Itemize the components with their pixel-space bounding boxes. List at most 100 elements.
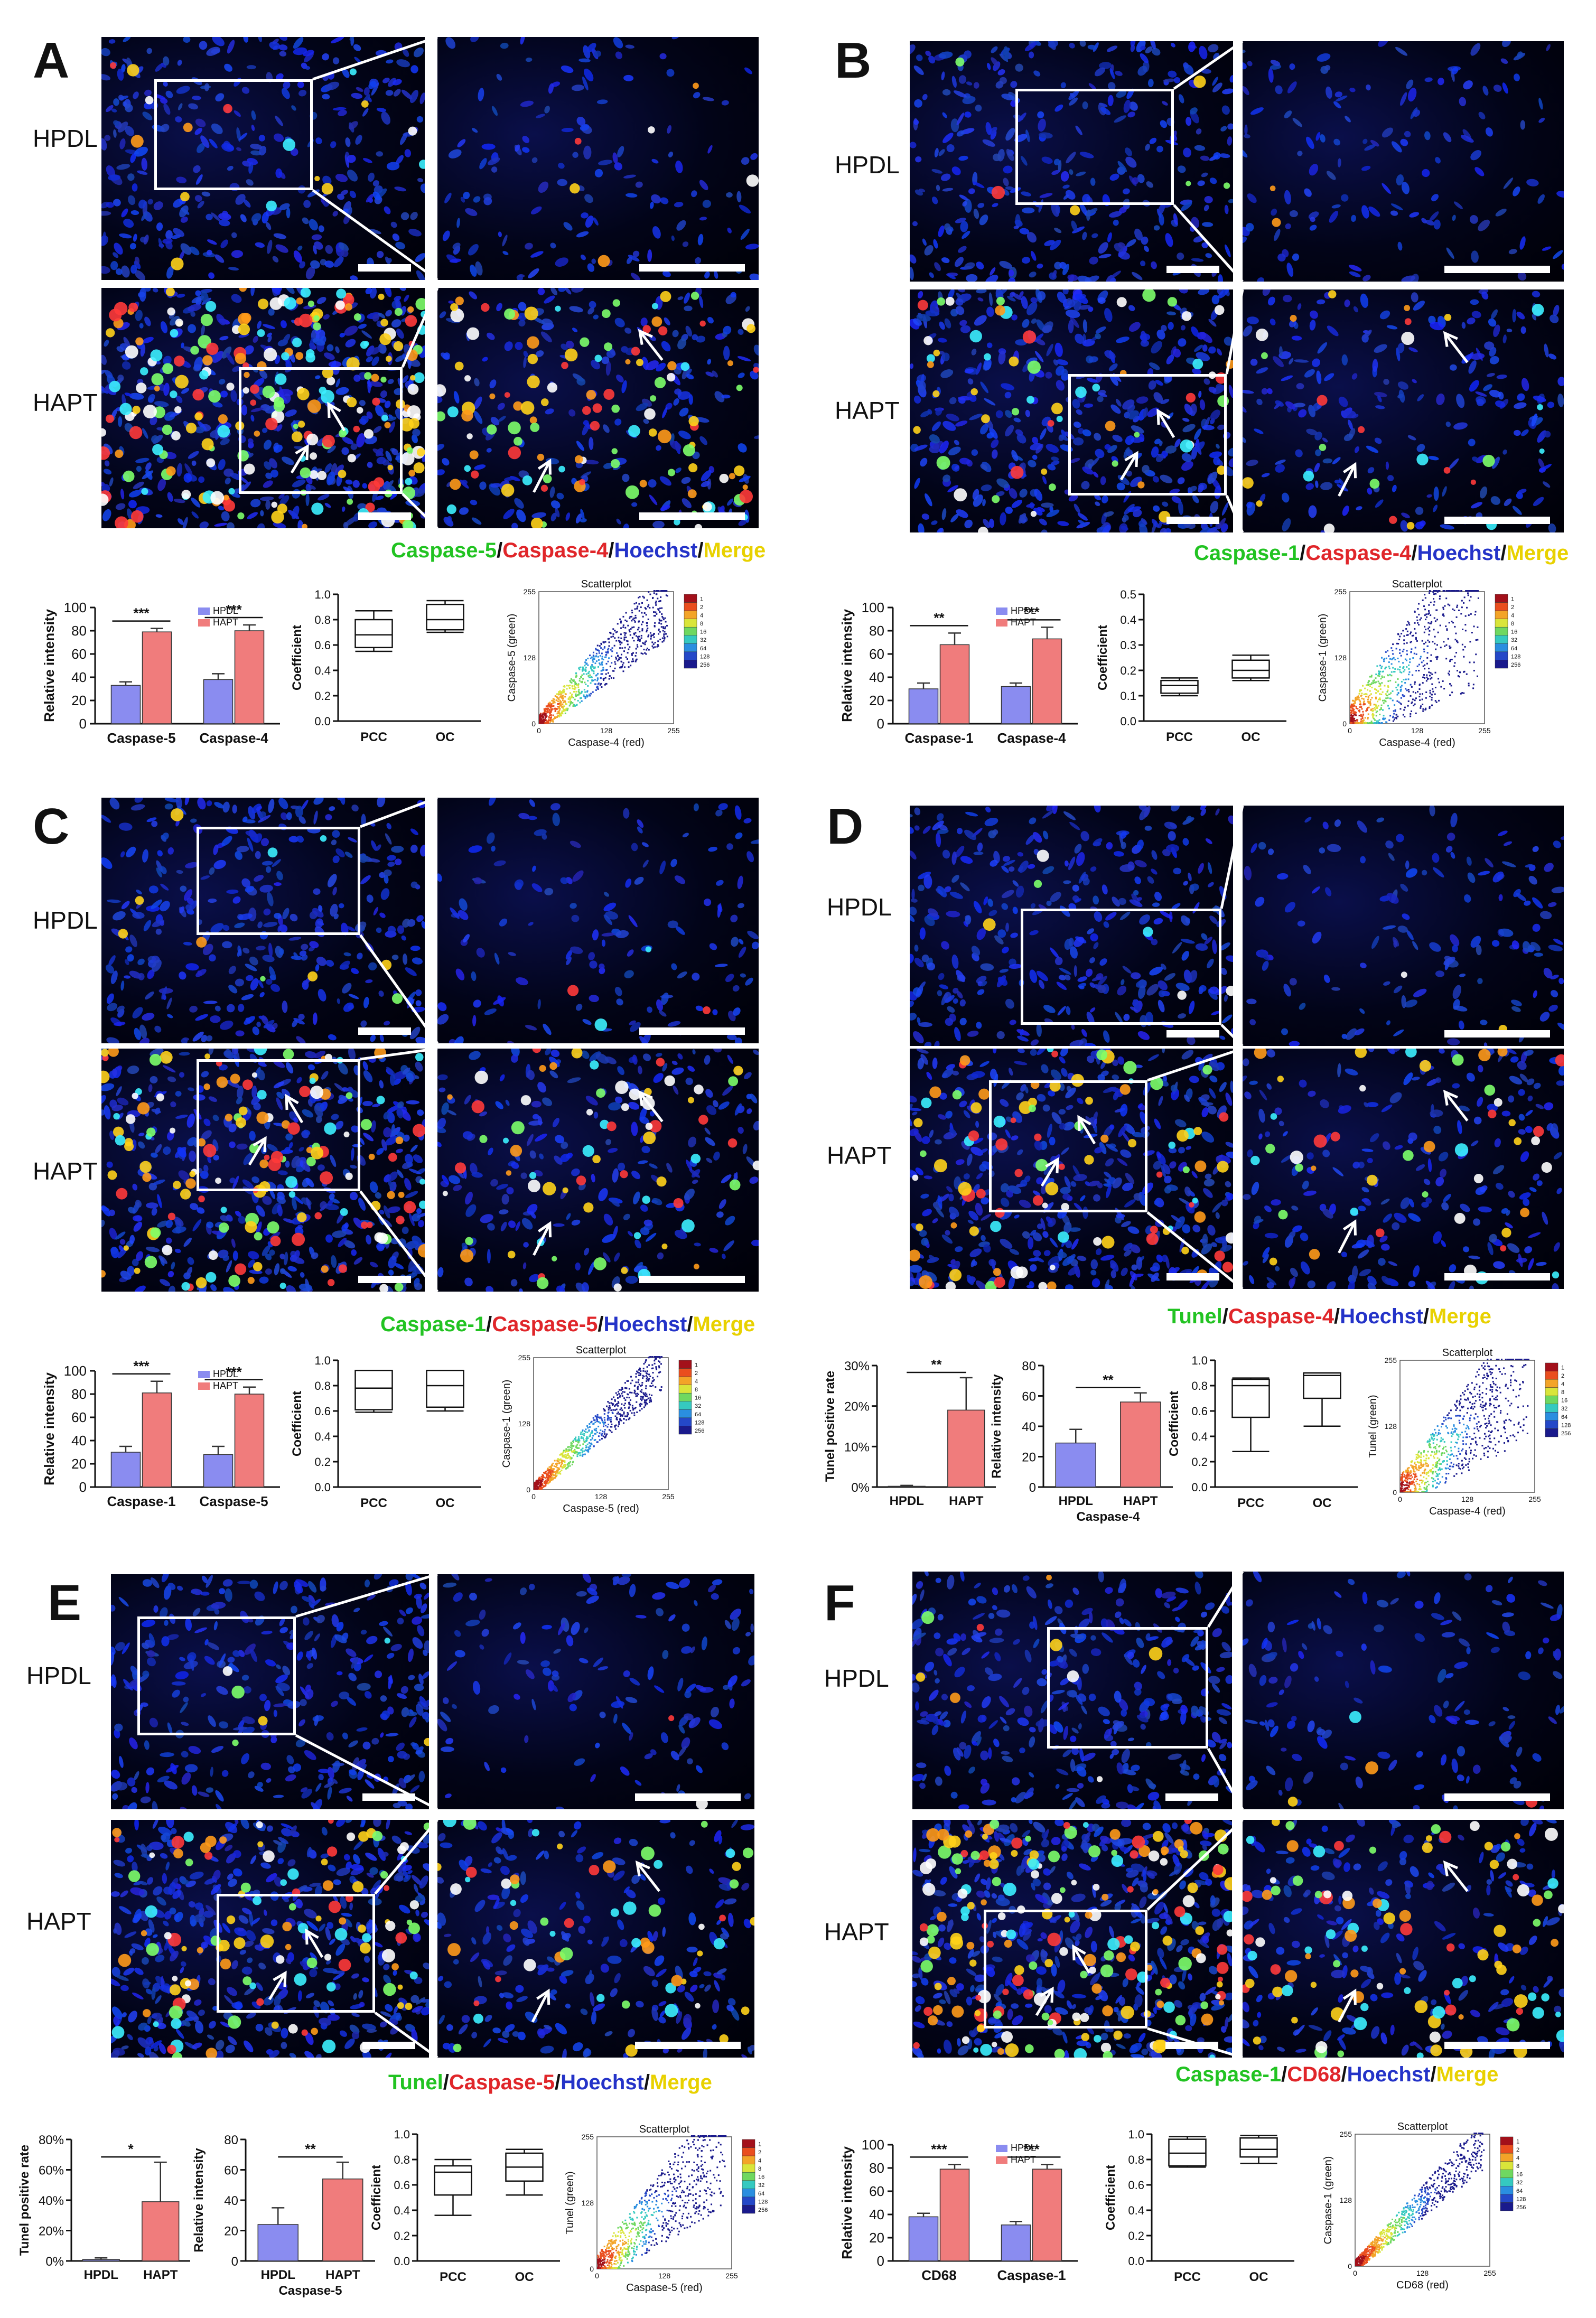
scatter-point	[647, 627, 649, 629]
scatter-point	[544, 719, 546, 722]
scatter-point	[1518, 1422, 1520, 1424]
scatter-point	[1362, 714, 1364, 716]
scatter-point	[678, 2183, 680, 2185]
scatter-point	[641, 628, 643, 630]
scatter-point	[590, 1422, 592, 1424]
scatter-point	[1429, 695, 1431, 697]
scatter-point	[1401, 671, 1403, 674]
scatter-point	[621, 1392, 623, 1395]
scatter-point	[1485, 1393, 1487, 1395]
scatter-point	[592, 691, 594, 693]
scatter-point	[539, 1484, 542, 1486]
legend-label: HPDL	[1011, 605, 1036, 616]
y-tick-label: 1.0	[394, 2128, 410, 2141]
scatter-point	[557, 700, 559, 703]
scatter-point	[1420, 1462, 1422, 1464]
stain-legend: Caspase-1/Caspase-5/Hoechst/Merge	[380, 1313, 755, 1336]
scatter-point	[1465, 1436, 1467, 1438]
scatter-point	[540, 1482, 543, 1484]
y-tick-label: 0.0	[394, 2255, 410, 2268]
scale-bar	[1166, 1273, 1219, 1280]
scatter-point	[631, 660, 633, 662]
scatter-point	[1406, 1479, 1408, 1481]
y-axis-label: Coefficient	[369, 2165, 384, 2230]
scatter-point	[559, 1473, 562, 1475]
scatter-point	[541, 1480, 543, 1482]
scatter-point	[585, 659, 587, 661]
scatter-point	[715, 2146, 717, 2148]
scatter-point	[614, 1405, 616, 1407]
scatter-point	[621, 2221, 623, 2223]
scatter-point	[641, 2222, 643, 2224]
scatter-point	[547, 1468, 549, 1470]
scatter-point	[634, 2251, 636, 2253]
scatter-point	[1470, 1452, 1472, 1454]
scatter-point	[580, 1431, 582, 1433]
scatter-point	[695, 2198, 697, 2200]
scatter-point	[637, 636, 639, 638]
scatter-point	[1495, 1450, 1497, 1452]
scatter-point	[592, 659, 594, 661]
scatter-point	[1495, 1444, 1497, 1446]
scatter-point	[631, 615, 633, 618]
scatter-point	[676, 2187, 678, 2189]
scatter-point	[552, 714, 554, 716]
scatter-point	[1421, 1460, 1423, 1462]
bar	[888, 1485, 926, 1488]
scatter-point	[684, 2202, 686, 2204]
scatter-point	[550, 1472, 552, 1474]
scatter-point	[652, 2239, 654, 2241]
scatter-point	[610, 677, 612, 679]
color-scale-label: 8	[700, 621, 703, 627]
scatter-point	[566, 688, 568, 690]
scatter-point	[596, 1441, 599, 1443]
scatter-point	[671, 2182, 673, 2184]
y-tick-label: 40	[224, 2194, 238, 2208]
scatter-point	[646, 2214, 648, 2216]
scatter-point	[1377, 720, 1379, 722]
scatter-point	[1404, 1480, 1406, 1482]
scatter-point	[1414, 1488, 1416, 1490]
scatter-point	[607, 1412, 609, 1414]
scatter-point	[1467, 1388, 1469, 1390]
scatter-point	[552, 721, 554, 723]
scatter-point	[1368, 680, 1370, 683]
scatter-point	[575, 672, 577, 675]
scatter-point	[655, 1358, 657, 1360]
scatter-point	[584, 696, 586, 698]
scatter-point	[593, 656, 595, 658]
scatter-point	[595, 648, 597, 650]
y-tick-label: 0.4	[394, 2204, 410, 2217]
scatter-point	[638, 1374, 640, 1376]
scatter-point	[620, 2261, 622, 2263]
scatter-point	[618, 2256, 620, 2258]
scatter-point	[1395, 716, 1397, 718]
scatter-point	[610, 1429, 612, 1432]
scatter-point	[543, 1485, 545, 1487]
scatter-point	[655, 593, 657, 595]
scatter-point	[1402, 694, 1404, 696]
scatter-point	[638, 627, 640, 629]
scatter-point	[1456, 590, 1458, 592]
scatter-point	[1409, 1481, 1411, 1483]
stain-legend-part: Merge	[1436, 2063, 1499, 2086]
scatter-point	[562, 695, 564, 697]
scatter-point	[1399, 666, 1401, 668]
scatter-point	[630, 1376, 632, 1378]
scatter-point	[600, 670, 602, 672]
scatter-point	[656, 2190, 658, 2192]
scatter-point	[638, 603, 640, 605]
scatter-point	[1488, 1441, 1490, 1443]
scatter-point	[669, 2163, 671, 2165]
scatter-point	[674, 2176, 676, 2179]
scatter-point	[549, 706, 552, 708]
scatter-point	[648, 1401, 650, 1403]
scatter-point	[1401, 685, 1403, 687]
scatter-point	[1526, 1359, 1528, 1360]
scatter-point	[1404, 1489, 1406, 1491]
scatter-point	[600, 677, 602, 679]
scatter-point	[1350, 717, 1352, 719]
scatter-point	[592, 670, 594, 672]
stain-legend-part: /	[497, 539, 503, 562]
scatter-point	[1404, 669, 1406, 671]
